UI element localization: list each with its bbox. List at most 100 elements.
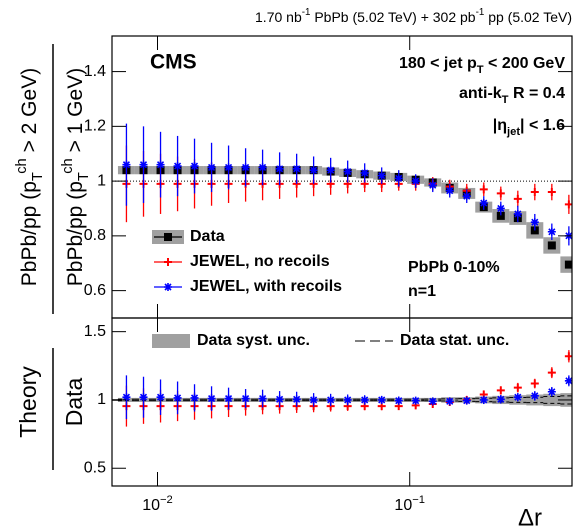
y-axis-label-part: > 2 GeV) [18, 68, 41, 158]
chart-title-part: -1 [476, 7, 485, 18]
data-point [377, 395, 386, 404]
data-point [411, 177, 420, 186]
x-tick-label: 10−2 [142, 494, 173, 514]
annotation-part: T [502, 94, 509, 106]
legend-label: JEWEL, with recoils [190, 278, 342, 295]
data-point [292, 395, 301, 404]
data-point [445, 186, 454, 195]
data-point [326, 166, 335, 175]
data-point [394, 174, 403, 183]
data-point [377, 171, 386, 180]
x-axis-label: Δr [518, 504, 542, 531]
y-axis-label-part: ch [60, 158, 76, 174]
y-axis-label: PbPb/pp (pTch > 1 GeV) [60, 68, 92, 286]
legend-label: JEWEL, no recoils [190, 253, 330, 270]
data-point [547, 241, 556, 250]
annotation-part: R = 0.4 [509, 85, 566, 102]
y-tick-label: 1 [97, 172, 106, 189]
data-point [496, 211, 505, 220]
y-axis-label-part: T [76, 172, 92, 181]
data-point [496, 189, 505, 198]
data-point [394, 396, 403, 405]
data-point [496, 395, 505, 404]
annotation-part: T [477, 64, 484, 76]
data-point [122, 393, 131, 402]
data-point [496, 386, 505, 395]
data-point [190, 393, 199, 402]
annotation: anti-kT R = 0.4 [459, 85, 565, 106]
plot-area [112, 123, 572, 273]
data-point [309, 166, 318, 175]
data-point [360, 395, 369, 404]
chart-title-part: pp (5.02 TeV) [484, 9, 572, 25]
annotation: 180 < jet pT < 200 GeV [399, 55, 565, 76]
data-point [479, 395, 488, 404]
data-point [275, 164, 284, 173]
x-tick-label-part: 10 [142, 497, 160, 514]
data-point [513, 393, 522, 402]
legend-marker [164, 233, 172, 241]
y-tick-label: 1.5 [84, 323, 106, 340]
data-point [241, 163, 250, 172]
data-point [173, 393, 182, 402]
y-axis-label: Theory [15, 366, 41, 438]
chart-title: 1.70 nb-1 PbPb (5.02 TeV) + 302 pb-1 pp … [255, 7, 572, 25]
syst-band [543, 393, 561, 407]
data-point [343, 395, 352, 404]
data-point [530, 218, 539, 227]
data-point [139, 393, 148, 402]
data-point [122, 160, 131, 169]
x-tick-label-part: −2 [160, 494, 173, 506]
data-point [360, 168, 369, 177]
data-point [173, 162, 182, 171]
data-point [326, 395, 335, 404]
annotation: |ηjet| < 1.6 [493, 117, 565, 138]
annotation: n=1 [408, 283, 436, 300]
data-point [513, 209, 522, 218]
data-point [343, 167, 352, 176]
data-point [564, 260, 572, 269]
data-point [564, 376, 572, 385]
y-axis-label-part: ch [14, 158, 30, 174]
data-point [309, 395, 318, 404]
data-point [513, 383, 522, 392]
data-point [428, 181, 437, 190]
annotation: CMS [150, 51, 197, 74]
data-point [428, 397, 437, 406]
y-tick-label: 0.6 [84, 282, 106, 299]
annotation-part: |η [493, 117, 507, 134]
legend-swatch [152, 334, 190, 348]
y-axis-label: Data [61, 378, 87, 427]
legend-label: Data [190, 228, 225, 245]
data-point [139, 160, 148, 169]
y-axis-label-part: PbPb/pp (p [64, 181, 87, 286]
data-point [496, 204, 505, 213]
data-point [530, 188, 539, 197]
chart-title-part: PbPb (5.02 TeV) + 302 pb [310, 9, 475, 25]
data-point [462, 192, 471, 201]
data-point [156, 393, 165, 402]
data-point [547, 387, 556, 396]
annotation-part: jet [506, 126, 520, 138]
y-tick-label: 1.2 [84, 118, 106, 135]
legend-marker [164, 258, 172, 266]
data-point [479, 185, 488, 194]
legend-label: Data syst. unc. [197, 332, 310, 349]
annotation: PbPb 0-10% [408, 259, 500, 276]
data-point [479, 199, 488, 208]
data-point [530, 379, 539, 388]
data-point [530, 391, 539, 400]
x-tick-label: 10−1 [394, 494, 425, 514]
data-point [224, 394, 233, 403]
legend-marker [164, 283, 172, 291]
y-axis-label-part: > 1 GeV) [64, 68, 87, 158]
data-point [411, 396, 420, 405]
data-point [547, 227, 556, 236]
annotation-part: 180 < jet p [399, 55, 477, 72]
legend-label: Data stat. unc. [400, 332, 509, 349]
y-axis-label: PbPb/pp (pTch > 2 GeV) [14, 68, 46, 286]
data-point [292, 164, 301, 173]
data-point [207, 394, 216, 403]
y-tick-label: 1.4 [84, 63, 106, 80]
